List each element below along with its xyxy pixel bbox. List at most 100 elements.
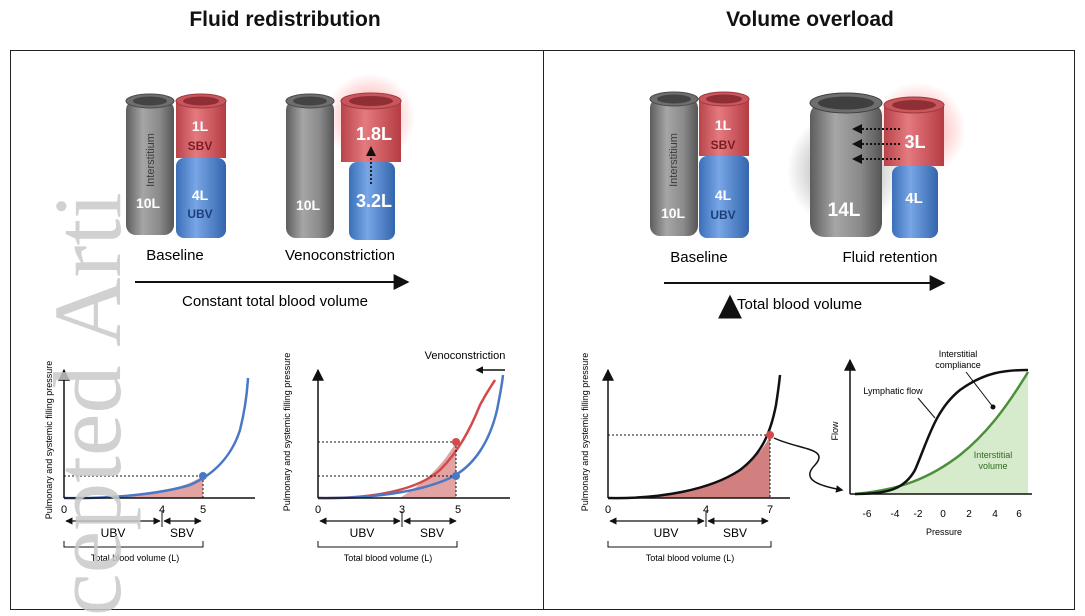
x-axis-label: Total blood volume (L) (344, 553, 433, 563)
total-bracket (317, 541, 458, 548)
ubv-volume: 4L (192, 187, 209, 203)
x-axis-label: Total blood volume (L) (91, 553, 180, 563)
interstitium-cylinder-opening (818, 96, 874, 110)
compliance-label-line1: Interstitial (939, 349, 978, 359)
chart-venoconstriction: Pulmonary and systemic filling pressure … (282, 350, 510, 563)
lymphatic-flow-label: Lymphatic flow (863, 386, 923, 396)
tick-label: 2 (966, 509, 972, 520)
chart-interstitial-compliance: Flow -6 -4 -2 0 2 4 6 Pressure Lymphatic… (830, 349, 1032, 537)
interstitium-label: Interstitium (668, 133, 680, 187)
y-axis-label: Pulmonary and systemic filling pressure (282, 353, 292, 512)
compliance-point (990, 404, 996, 410)
x-axis-label: Pressure (926, 527, 962, 537)
total-volume-caption: Total blood volume (737, 296, 862, 313)
sbv-label: SBV (711, 138, 736, 152)
ubv-cylinder (349, 162, 395, 240)
baseline-cylinders-left: Interstitium 10L 1L SBV 4L UBV Baseline (125, 93, 227, 264)
sbv-range-label: SBV (420, 526, 444, 540)
fluid-retention-cylinders: 14L 3L 4L Fluid retention (787, 82, 966, 266)
tick-label: 3 (399, 504, 405, 516)
filling-curve (63, 377, 250, 500)
sbv-range-label: SBV (723, 526, 747, 540)
y-axis-label: Flow (830, 421, 840, 441)
total-bracket (63, 541, 204, 548)
ubv-cylinder (699, 156, 749, 238)
tick-label: 0 (940, 509, 946, 520)
interstitium-volume: 14L (828, 200, 861, 221)
interstitium-cylinder-opening (133, 96, 167, 106)
tick-label: 4 (159, 504, 165, 516)
sbv-cylinder (699, 98, 749, 156)
chart-volume-overload: Pulmonary and systemic filling pressure … (580, 353, 844, 563)
baseline-caption: Baseline (670, 249, 728, 266)
tick-label: 0 (61, 504, 67, 516)
title-fluid-redistribution: Fluid redistribution (189, 8, 381, 31)
venoconstriction-curve (317, 379, 497, 500)
tick-label: -2 (914, 509, 923, 520)
lymphatic-curve (854, 368, 1029, 496)
filling-curve (607, 374, 782, 500)
interstitium-cylinder (126, 100, 174, 235)
sbv-area (112, 476, 203, 498)
sbv-cylinder (884, 104, 944, 166)
operating-point (766, 431, 774, 439)
chart-baseline-left: Pulmonary and systemic filling pressure … (44, 361, 255, 563)
interstitium-cylinder-opening (293, 96, 327, 106)
tick-label: 4 (703, 504, 709, 516)
interstitium-cylinder (650, 98, 698, 236)
lymphatic-pointer (917, 397, 936, 419)
sbv-cylinder-opening (892, 100, 936, 110)
y-axis-label: Pulmonary and systemic filling pressure (44, 361, 54, 520)
panel-fluid-redistribution (10, 50, 544, 610)
ubv-label: UBV (710, 208, 735, 222)
tick-label: 5 (200, 504, 206, 516)
sbv-volume: 1L (192, 118, 209, 134)
baseline-curve (317, 374, 505, 500)
ubv-range-label: UBV (350, 526, 375, 540)
ubv-cylinder (176, 158, 226, 238)
compliance-curve (854, 371, 1030, 496)
ubv-volume: 3.2L (356, 191, 392, 211)
fluid-retention-caption: Fluid retention (842, 249, 937, 266)
compliance-label-line2: compliance (935, 360, 981, 370)
tick-label: 0 (605, 504, 611, 516)
interstitial-volume-label-line1: Interstitial (974, 450, 1013, 460)
sbv-volume: 3L (904, 132, 925, 152)
sbv-volume: 1L (715, 117, 732, 133)
baseline-operating-point (452, 472, 460, 480)
tick-label: 7 (767, 504, 773, 516)
constant-volume-caption: Constant total blood volume (182, 293, 368, 310)
title-volume-overload: Volume overload (726, 8, 894, 31)
tick-label: 0 (315, 504, 321, 516)
y-axis-label: Pulmonary and systemic filling pressure (580, 353, 590, 512)
venoconstriction-cylinders: 10L 1.8L 3.2L Venoconstriction (285, 73, 415, 264)
sbv-cylinder-opening (349, 96, 393, 106)
sbv-area (400, 442, 456, 498)
sbv-cylinder-opening (706, 94, 742, 104)
operating-point (199, 472, 207, 480)
venoconstriction-caption: Venoconstriction (285, 247, 395, 264)
interstitium-label: Interstitium (145, 133, 157, 187)
sbv-label: SBV (188, 139, 213, 153)
sbv-range-label: SBV (170, 526, 194, 540)
tick-label: 6 (1016, 509, 1022, 520)
veno-operating-point (452, 438, 460, 446)
venoconstriction-shift-label: Venoconstriction (425, 350, 506, 362)
interstitial-volume-area (855, 372, 1028, 494)
interstitium-volume: 10L (296, 197, 321, 213)
blood-volume-area (608, 435, 770, 499)
sbv-cylinder (176, 100, 226, 158)
total-bracket (607, 541, 772, 548)
interstitium-cylinder (810, 102, 882, 237)
baseline-cylinders-right: Interstitium 10L 1L SBV 4L UBV Baseline (649, 91, 750, 266)
interstitium-volume: 10L (661, 205, 686, 221)
tick-label: -6 (863, 509, 872, 520)
sbv-cylinder-opening (183, 96, 219, 106)
link-arrow (773, 437, 844, 493)
interstitium-cylinder-opening (657, 94, 691, 104)
interstitium-volume: 10L (136, 195, 161, 211)
ubv-volume: 4L (715, 187, 732, 203)
compliance-pointer (965, 371, 994, 408)
interstitial-volume-label-line2: volume (978, 461, 1007, 471)
